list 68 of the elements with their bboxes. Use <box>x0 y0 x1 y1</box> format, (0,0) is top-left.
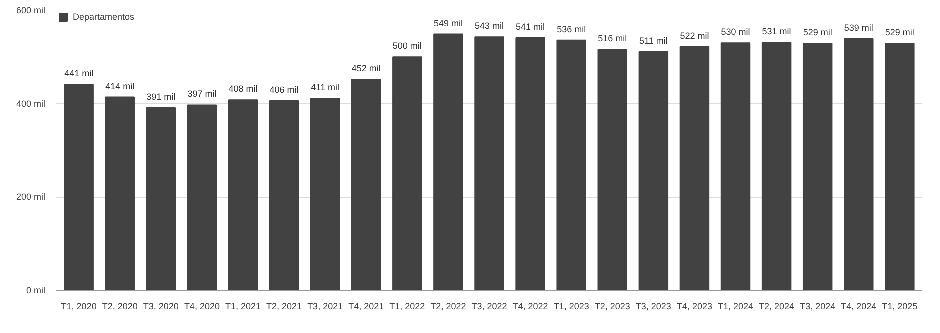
x-tick-label: T1, 2023 <box>554 302 590 312</box>
x-tick-label: T2, 2024 <box>759 302 795 312</box>
bar <box>802 43 833 290</box>
x-tick-label: T3, 2023 <box>636 302 672 312</box>
data-label: 539 mil <box>844 22 874 33</box>
x-tick-label: T2, 2022 <box>430 302 466 312</box>
y-tick-label: 0 mil <box>26 286 46 296</box>
x-tick-label: T3, 2021 <box>308 302 344 312</box>
bar <box>598 49 628 290</box>
data-label: 397 mil <box>188 89 217 100</box>
data-label: 441 mil <box>64 68 94 79</box>
bar <box>228 100 258 290</box>
x-tick-label: T2, 2023 <box>594 302 630 312</box>
x-tick-label: T1, 2020 <box>61 302 97 312</box>
bar <box>269 100 300 290</box>
bar <box>187 104 218 290</box>
bar <box>310 98 340 290</box>
x-tick-label: T4, 2022 <box>512 302 548 312</box>
legend-label: Departamentos <box>73 12 135 22</box>
data-label: 543 mil <box>474 21 504 32</box>
x-tick-label: T2, 2021 <box>266 302 302 312</box>
data-label: 522 mil <box>680 30 710 41</box>
data-label: 452 mil <box>352 64 381 74</box>
bar <box>762 42 792 290</box>
bar <box>720 42 751 290</box>
data-label: 511 mil <box>640 36 668 46</box>
x-tick-label: T4, 2020 <box>184 302 220 312</box>
bar <box>392 56 422 290</box>
data-label: 411 mil <box>311 82 340 93</box>
x-tick-label: T3, 2024 <box>800 302 836 312</box>
y-tick-label: 200 mil <box>16 192 46 202</box>
bar <box>556 40 586 290</box>
x-tick-label: T2, 2020 <box>102 302 138 312</box>
x-tick-label: T3, 2020 <box>143 302 179 312</box>
bar <box>434 34 464 290</box>
x-tick-label: T1, 2024 <box>718 302 754 312</box>
bar <box>105 96 135 290</box>
bar <box>146 108 176 290</box>
x-tick-label: T4, 2021 <box>348 302 384 312</box>
x-tick-label: T1, 2025 <box>882 302 918 312</box>
x-tick-label: T1, 2021 <box>225 302 262 312</box>
bar <box>638 52 669 290</box>
y-tick-label: 400 mil <box>16 98 46 109</box>
x-tick-label: T3, 2022 <box>472 302 508 312</box>
bar <box>680 46 710 290</box>
data-label: 541 mil <box>516 22 546 32</box>
data-label: 529 mil <box>885 28 914 38</box>
bar <box>516 38 546 290</box>
x-tick-label: T4, 2024 <box>841 302 877 312</box>
data-label: 391 mil <box>146 92 176 102</box>
bar <box>474 36 504 290</box>
x-tick-label: T1, 2022 <box>390 302 426 312</box>
data-label: 406 mil <box>270 85 299 96</box>
data-label: 516 mil <box>598 34 628 44</box>
data-label: 500 mil <box>392 41 422 52</box>
bar <box>844 38 874 290</box>
y-tick-label: 600 mil <box>16 6 46 16</box>
data-label: 414 mil <box>106 81 135 92</box>
data-label: 531 mil <box>762 26 792 37</box>
data-label: 529 mil <box>803 28 832 38</box>
data-label: 536 mil <box>557 24 586 34</box>
bar <box>352 79 382 290</box>
data-label: 530 mil <box>721 27 750 38</box>
bar <box>64 84 94 290</box>
bar <box>885 43 915 290</box>
data-label: 408 mil <box>228 84 258 94</box>
data-label: 549 mil <box>434 18 463 28</box>
x-tick-label: T4, 2023 <box>676 302 712 312</box>
